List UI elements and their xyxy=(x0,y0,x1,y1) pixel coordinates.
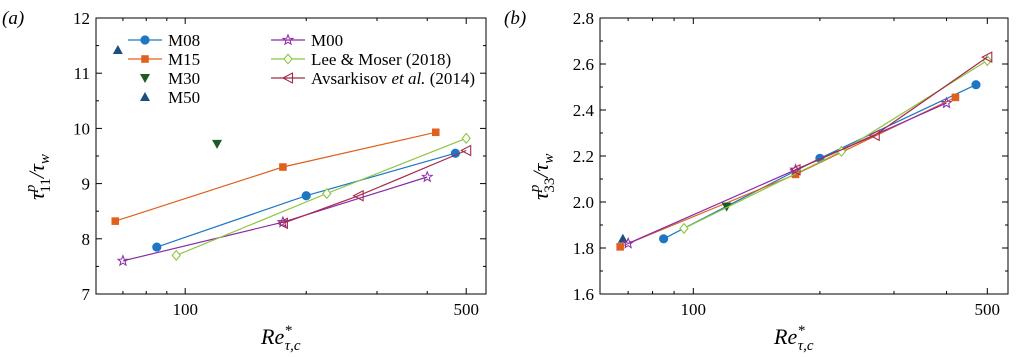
data-point xyxy=(301,191,311,201)
data-point xyxy=(420,170,434,183)
legend-label: Lee & Moser (2018) xyxy=(311,50,451,69)
y-tick-label: 2.2 xyxy=(573,147,594,166)
legend-item: Lee & Moser (2018) xyxy=(271,50,451,69)
data-point xyxy=(279,163,287,171)
data-point xyxy=(352,189,364,202)
y-tick-label: 8 xyxy=(82,230,91,249)
series-line xyxy=(282,149,467,224)
series-m00 xyxy=(116,170,434,267)
chart-panel-a: 7 8 9 10 11 12 100 500 (a) Re* τ,c τp11/τw M08M15M30… xyxy=(2,8,487,354)
legend-item: M00 xyxy=(271,31,343,50)
x-tick-label: 100 xyxy=(681,300,707,319)
legend-label: Avsarkisov et al. (2014) xyxy=(311,69,475,88)
series-line xyxy=(122,176,428,262)
legend-label: M08 xyxy=(168,31,200,50)
y-tick-label: 10 xyxy=(73,119,90,138)
chart-panel-b: 1.6 1.8 2.0 2.2 2.4 2.6 2.8 100 500 (b) Re* τ,c τp33… xyxy=(504,8,1009,354)
series-line xyxy=(795,56,988,171)
data-point xyxy=(116,254,130,267)
y-axis-label: τp33/τw xyxy=(527,154,558,200)
data-point xyxy=(276,215,290,228)
data-point xyxy=(951,93,960,102)
legend-item: Avsarkisov et al. (2014) xyxy=(271,69,475,88)
series-m50 xyxy=(112,45,123,55)
data-point xyxy=(617,233,628,243)
legend-item: M50 xyxy=(140,88,200,107)
data-point xyxy=(659,234,669,244)
y-tick-label: 1.8 xyxy=(573,239,594,258)
series-m30 xyxy=(212,139,223,149)
x-tick-label: 500 xyxy=(975,300,1001,319)
x-axis-label: Re* τ,c xyxy=(773,323,814,354)
series-lee-moser-2018- xyxy=(171,132,471,262)
y-tick-label: 9 xyxy=(82,175,91,194)
axes-frame xyxy=(599,17,1009,295)
legend-marker xyxy=(281,72,294,84)
series-line xyxy=(627,102,947,244)
series-m08 xyxy=(152,148,461,252)
y-tick-label: 1.6 xyxy=(573,285,594,304)
data-point xyxy=(981,51,993,64)
y-tick-label: 12 xyxy=(73,9,90,28)
y-tick-label: 2.8 xyxy=(573,9,594,28)
series-avsarkisov-et-al-2014- xyxy=(789,51,993,176)
legend-marker xyxy=(140,92,150,101)
data-point xyxy=(940,96,953,109)
data-point xyxy=(276,217,288,230)
y-tick-label: 2.6 xyxy=(573,55,594,74)
data-point xyxy=(971,80,981,90)
legend-label: M30 xyxy=(168,69,200,88)
data-point xyxy=(621,236,635,249)
x-tick-label: 500 xyxy=(453,300,479,319)
y-tick-label: 2.4 xyxy=(573,101,595,120)
series-line xyxy=(115,131,436,222)
data-point xyxy=(152,242,162,252)
y-axis-label: τp11/τw xyxy=(23,154,54,200)
legend-marker xyxy=(140,35,150,45)
data-point xyxy=(111,217,120,225)
series-avsarkisov-et-al-2014- xyxy=(276,144,472,230)
panel-label: (a) xyxy=(2,8,24,29)
legend-label: M50 xyxy=(168,88,200,107)
legend-item: M08 xyxy=(128,31,200,50)
data-point xyxy=(461,132,471,144)
data-point xyxy=(171,249,181,262)
x-axis-label: Re* τ,c xyxy=(260,323,301,354)
data-point xyxy=(789,163,801,176)
legend-item: M15 xyxy=(128,50,200,69)
legend-label: M00 xyxy=(311,31,343,50)
legend-marker xyxy=(281,33,295,46)
data-point xyxy=(431,128,440,137)
data-point xyxy=(212,139,223,149)
y-tick-label: 11 xyxy=(74,64,90,83)
series-m50 xyxy=(617,233,628,243)
data-point xyxy=(679,222,689,235)
legend-marker xyxy=(283,53,293,65)
panel-label: (b) xyxy=(504,8,526,29)
legend-item: M30 xyxy=(140,69,200,88)
data-point xyxy=(868,129,880,142)
y-tick-label: 7 xyxy=(82,285,91,304)
data-point xyxy=(112,45,123,55)
y-tick-label: 2.0 xyxy=(573,193,594,212)
legend-marker xyxy=(140,74,150,83)
data-point xyxy=(616,243,624,251)
legend-label: M15 xyxy=(168,50,200,69)
series-m15 xyxy=(111,128,440,225)
series-line xyxy=(175,137,467,256)
data-point xyxy=(322,187,332,200)
legend-marker xyxy=(141,55,149,63)
x-tick-label: 100 xyxy=(172,300,198,319)
data-point xyxy=(460,144,472,157)
